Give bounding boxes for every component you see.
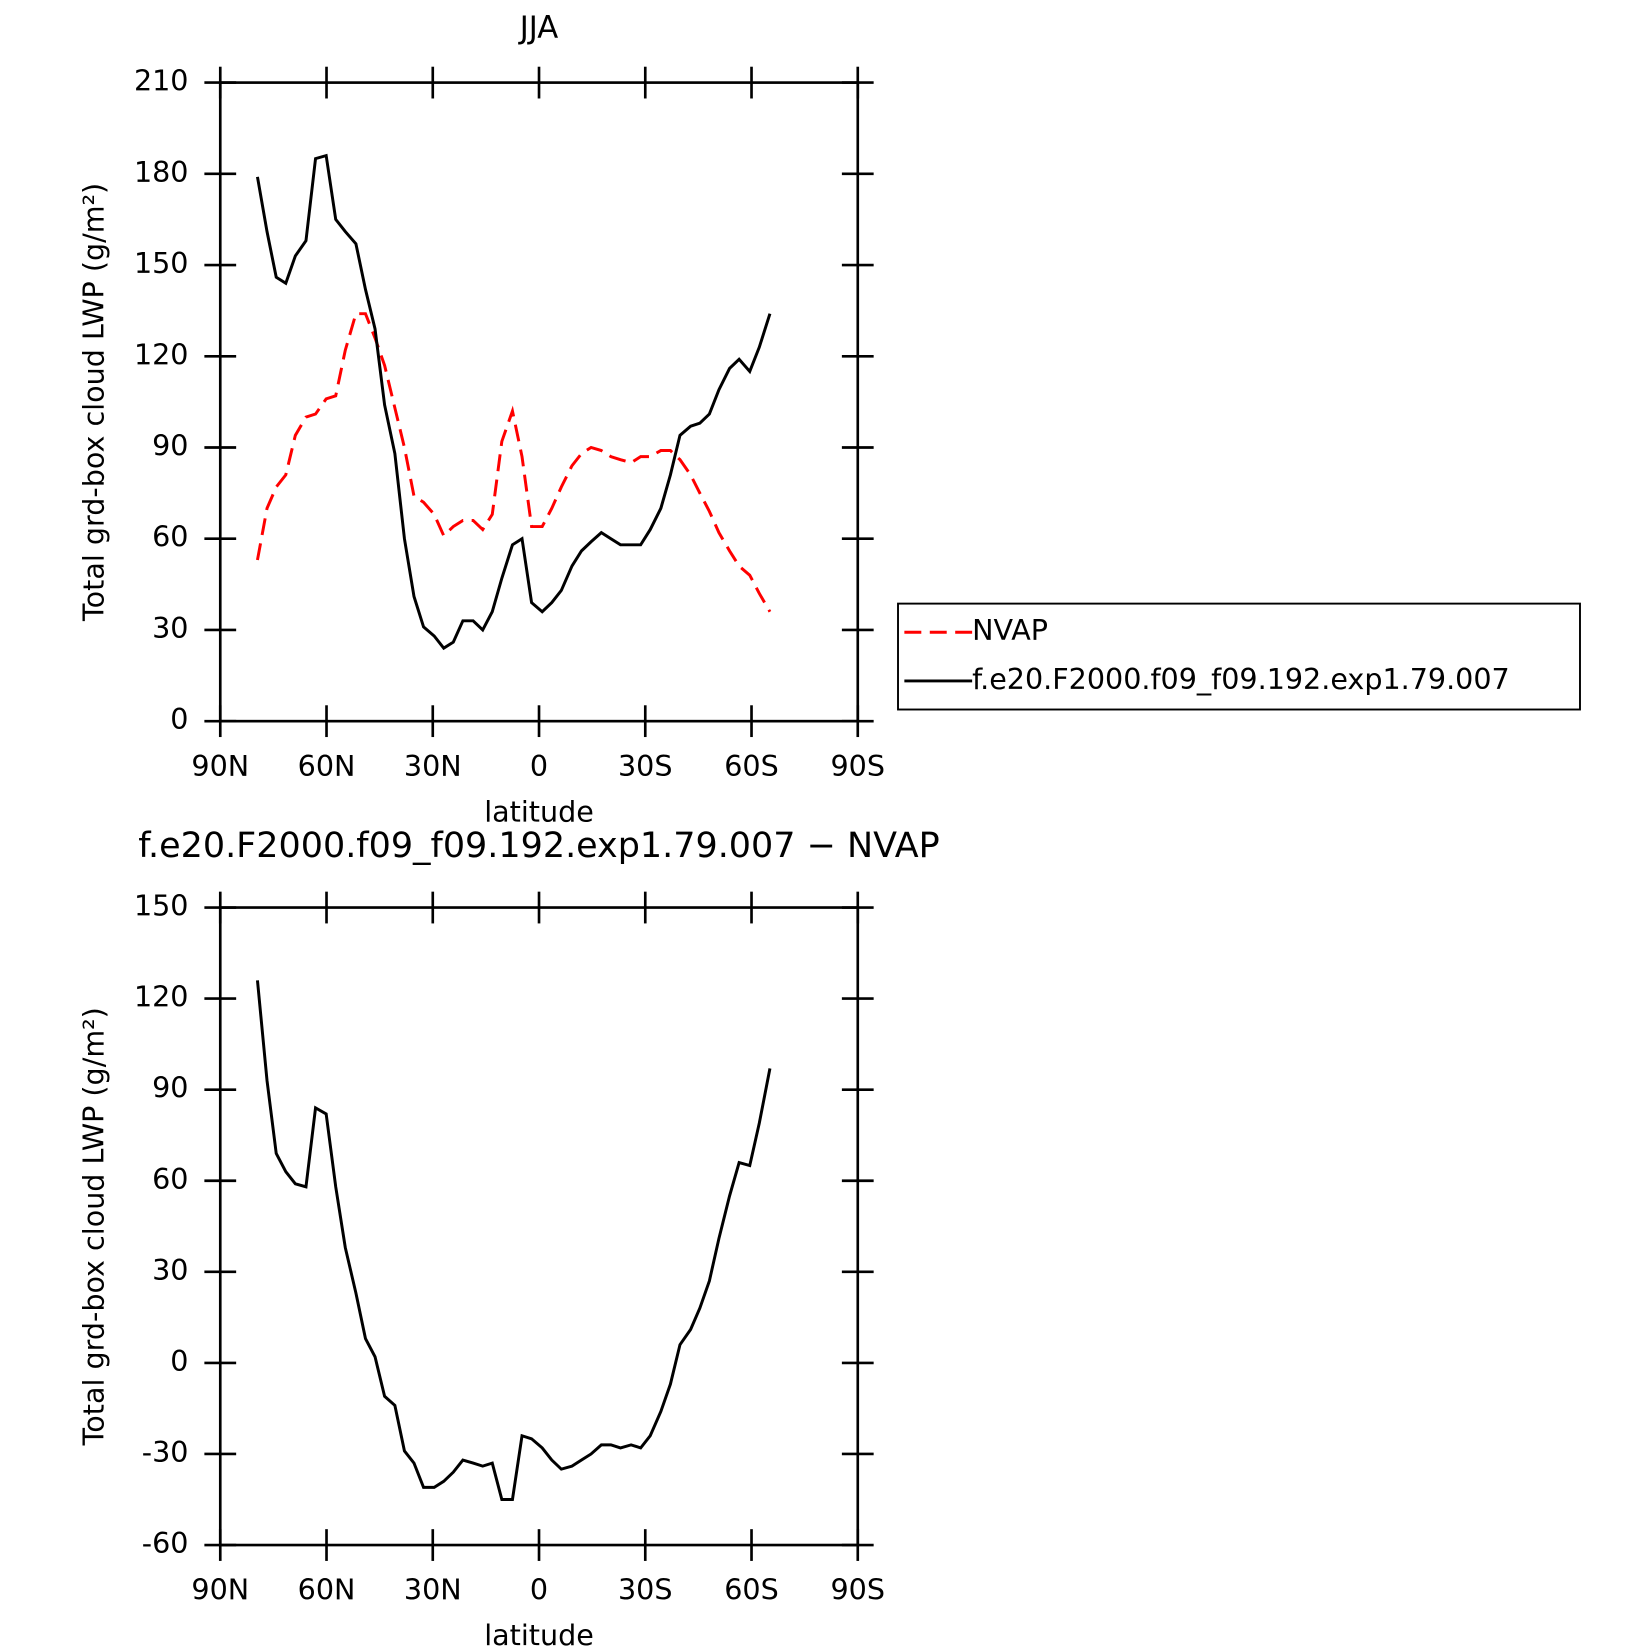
y-tick-label: 30 <box>152 1253 188 1287</box>
x-tick-label: 90S <box>831 1573 886 1607</box>
x-tick-label: 30S <box>618 749 673 783</box>
x-tick-label: 60N <box>298 749 356 783</box>
y-axis-label: Total grd-box cloud LWP (g/m²) <box>76 1007 110 1446</box>
y-tick-label: 60 <box>152 520 188 554</box>
data-line <box>255 980 772 1501</box>
y-tick-label: 150 <box>134 246 189 280</box>
y-tick-label: -60 <box>142 1526 189 1560</box>
x-axis-label: latitude <box>484 1618 594 1652</box>
y-tick-label: 120 <box>134 337 189 371</box>
x-tick-label: 90N <box>191 749 249 783</box>
x-axis-label: latitude <box>484 794 594 828</box>
y-tick-label: 0 <box>170 1344 188 1378</box>
y-tick-label: 210 <box>134 64 189 98</box>
y-tick-label: 60 <box>152 1162 188 1196</box>
legend-label: f.e20.F2000.f09_f09.192.exp1.79.007 <box>972 662 1510 696</box>
y-tick-label: 90 <box>152 1071 188 1105</box>
x-tick-label: 60S <box>724 749 779 783</box>
x-tick-label: 30N <box>404 1573 462 1607</box>
data-line <box>255 312 772 613</box>
chart-title: f.e20.F2000.f09_f09.192.exp1.79.007 − NV… <box>138 826 939 866</box>
legend-label: NVAP <box>972 613 1048 647</box>
x-tick-label: 60S <box>724 1573 779 1607</box>
x-tick-label: 60N <box>298 1573 356 1607</box>
y-tick-label: -30 <box>142 1435 189 1469</box>
x-tick-label: 90S <box>831 749 886 783</box>
plot-frame <box>218 81 860 723</box>
y-tick-label: 30 <box>152 611 188 645</box>
plot-frame <box>218 906 860 1547</box>
x-tick-label: 30S <box>618 1573 673 1607</box>
x-tick-label: 90N <box>191 1573 249 1607</box>
x-tick-label: 0 <box>530 749 548 783</box>
y-tick-label: 0 <box>170 702 188 736</box>
y-tick-label: 120 <box>134 980 189 1014</box>
legend-box <box>897 602 1581 711</box>
y-tick-label: 180 <box>134 155 189 189</box>
y-tick-label: 90 <box>152 428 188 462</box>
x-tick-label: 30N <box>404 749 462 783</box>
y-axis-label: Total grd-box cloud LWP (g/m²) <box>76 183 110 622</box>
y-tick-label: 150 <box>134 889 189 923</box>
chart-title: JJA <box>518 10 559 46</box>
x-tick-label: 0 <box>530 1573 548 1607</box>
data-line <box>255 153 772 651</box>
